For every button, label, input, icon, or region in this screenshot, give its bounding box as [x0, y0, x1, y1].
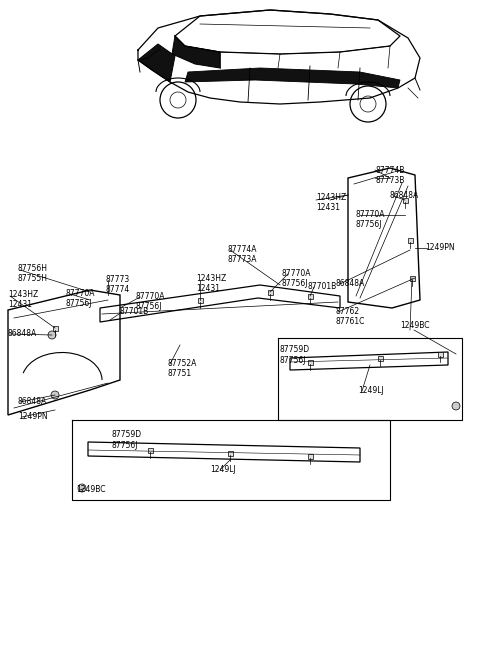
Bar — [403, 198, 408, 203]
Text: 87774B
87773B: 87774B 87773B — [376, 166, 406, 186]
Bar — [378, 356, 383, 361]
Text: 86848A: 86848A — [8, 329, 37, 338]
Text: 1243HZ
12431: 1243HZ 12431 — [196, 274, 226, 293]
Polygon shape — [172, 36, 220, 68]
Bar — [268, 290, 273, 295]
Text: 1243HZ
12431: 1243HZ 12431 — [316, 193, 346, 213]
Text: 87756H
87755H: 87756H 87755H — [18, 264, 48, 283]
Text: 87770A
87756J: 87770A 87756J — [136, 292, 166, 312]
Circle shape — [48, 331, 56, 339]
Circle shape — [78, 484, 86, 492]
Text: 87752A
87751: 87752A 87751 — [168, 359, 197, 379]
Text: 87770A
87756J: 87770A 87756J — [282, 269, 312, 289]
Bar — [308, 454, 313, 459]
Text: 87759D: 87759D — [112, 430, 142, 439]
Bar — [308, 294, 313, 299]
Text: 87774A
87773A: 87774A 87773A — [228, 245, 257, 264]
Text: 87762
87761C: 87762 87761C — [336, 307, 365, 327]
Text: 87701B: 87701B — [308, 282, 337, 291]
Text: 1249BC: 1249BC — [76, 485, 106, 494]
Text: 1249PN: 1249PN — [18, 412, 48, 421]
Text: 87756J: 87756J — [280, 356, 307, 365]
Text: 87701B: 87701B — [120, 307, 149, 316]
Text: 87756J: 87756J — [112, 441, 139, 450]
Text: 1243HZ
12431: 1243HZ 12431 — [8, 290, 38, 310]
Text: 87770A
87756J: 87770A 87756J — [355, 210, 384, 230]
Text: 87759D: 87759D — [280, 345, 310, 354]
Bar — [228, 451, 233, 456]
Bar — [53, 326, 58, 331]
Polygon shape — [185, 68, 400, 88]
Bar — [410, 276, 415, 281]
Circle shape — [51, 391, 59, 399]
Text: 87773
87774: 87773 87774 — [105, 275, 129, 295]
Bar — [148, 448, 153, 453]
Text: 1249BC: 1249BC — [400, 321, 430, 330]
Text: 86848A: 86848A — [336, 279, 365, 288]
Bar — [438, 352, 443, 357]
Text: 1249LJ: 1249LJ — [210, 465, 236, 474]
Polygon shape — [138, 44, 175, 82]
Text: 87770A
87756J: 87770A 87756J — [65, 289, 95, 308]
Bar — [408, 238, 413, 243]
Text: 86848A: 86848A — [18, 397, 47, 406]
Text: 86848A: 86848A — [390, 191, 419, 200]
Circle shape — [452, 402, 460, 410]
Text: 1249PN: 1249PN — [425, 243, 455, 252]
Bar — [198, 298, 203, 303]
Text: 1249LJ: 1249LJ — [358, 386, 384, 395]
Bar — [308, 360, 313, 365]
